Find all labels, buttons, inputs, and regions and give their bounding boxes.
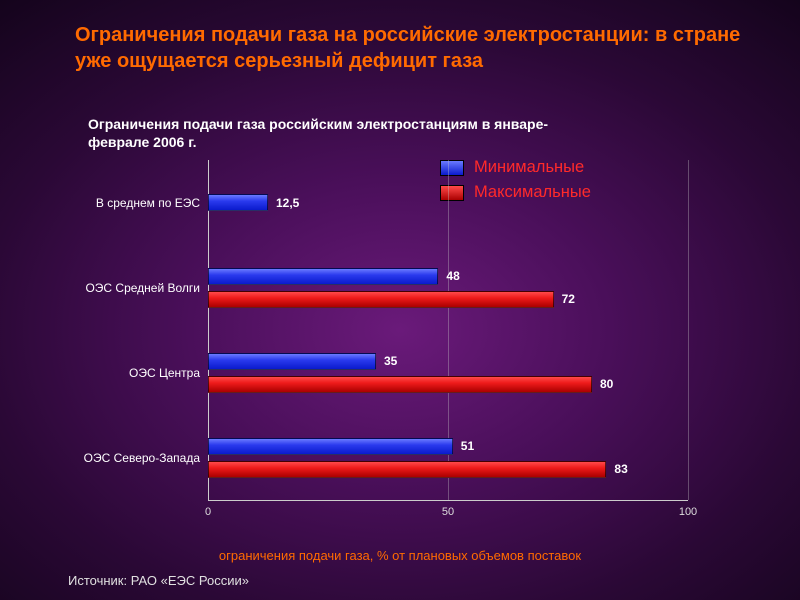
chart-area: 12,5487235805183 050100В среднем по ЕЭСО…	[68, 160, 718, 500]
value-label-max: 83	[614, 462, 627, 476]
bar-min	[208, 268, 438, 285]
value-label-min: 48	[446, 269, 459, 283]
value-label-max: 72	[562, 292, 575, 306]
x-tick-label: 50	[442, 506, 454, 518]
bar-max	[208, 376, 592, 393]
x-axis-title: ограничения подачи газа, % от плановых о…	[0, 548, 800, 563]
category-label: ОЭС Средней Волги	[68, 281, 200, 295]
slide-title: Ограничения подачи газа на российские эл…	[75, 22, 755, 74]
category-label: ОЭС Центра	[68, 366, 200, 380]
category-label: ОЭС Северо-Запада	[68, 451, 200, 465]
chart-subtitle: Ограничения подачи газа российским элект…	[88, 116, 588, 151]
value-label-min: 51	[461, 439, 474, 453]
bar-max	[208, 461, 606, 478]
value-label-min: 12,5	[276, 196, 299, 210]
bar-min	[208, 438, 453, 455]
source-text: Источник: РАО «ЕЭС России»	[68, 573, 249, 588]
bar-max	[208, 291, 554, 308]
x-axis	[208, 500, 688, 501]
bar-min	[208, 194, 268, 211]
plot-region: 12,5 48 72 35 80 51 83	[208, 160, 688, 500]
category-label: В среднем по ЕЭС	[68, 196, 200, 210]
gridline	[688, 160, 689, 500]
x-tick-label: 100	[679, 506, 697, 518]
bar-min	[208, 353, 376, 370]
value-label-min: 35	[384, 354, 397, 368]
x-tick-label: 0	[205, 506, 211, 518]
value-label-max: 80	[600, 377, 613, 391]
